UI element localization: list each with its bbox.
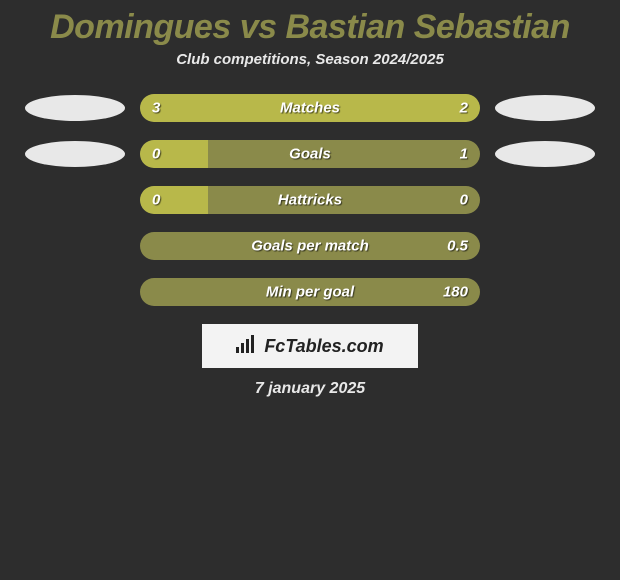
stat-bar: Goals per match0.5 (140, 232, 480, 260)
stat-value-right: 180 (443, 284, 468, 301)
stat-label: Hattricks (140, 192, 480, 209)
page-subtitle: Club competitions, Season 2024/2025 (0, 51, 620, 94)
page-title: Domingues vs Bastian Sebastian (0, 0, 620, 51)
stat-value-right: 0.5 (447, 238, 468, 255)
stat-bar: Min per goal180 (140, 278, 480, 306)
stat-bar: 3Matches2 (140, 94, 480, 122)
stat-label: Min per goal (140, 284, 480, 301)
player-right-ellipse (495, 95, 595, 121)
logo-chart-icon (236, 335, 258, 358)
player-right-ellipse (495, 141, 595, 167)
stats-container: 3Matches20Goals10Hattricks0Goals per mat… (0, 94, 620, 306)
stat-value-right: 1 (460, 146, 468, 163)
footer-date: 7 january 2025 (0, 380, 620, 398)
logo-box: FcTables.com (202, 324, 418, 368)
player-left-ellipse (25, 141, 125, 167)
stat-value-right: 2 (460, 100, 468, 117)
logo-text: FcTables.com (264, 336, 383, 357)
stat-label: Matches (140, 100, 480, 117)
left-ellipse-col (10, 141, 140, 167)
stat-value-right: 0 (460, 192, 468, 209)
left-ellipse-col (10, 95, 140, 121)
stat-row: Min per goal180 (0, 278, 620, 306)
right-ellipse-col (480, 95, 610, 121)
stat-bar: 0Goals1 (140, 140, 480, 168)
stat-bar: 0Hattricks0 (140, 186, 480, 214)
stat-row: 0Goals1 (0, 140, 620, 168)
stat-label: Goals per match (140, 238, 480, 255)
stat-row: 3Matches2 (0, 94, 620, 122)
stat-row: Goals per match0.5 (0, 232, 620, 260)
stat-row: 0Hattricks0 (0, 186, 620, 214)
right-ellipse-col (480, 141, 610, 167)
player-left-ellipse (25, 95, 125, 121)
stat-label: Goals (140, 146, 480, 163)
